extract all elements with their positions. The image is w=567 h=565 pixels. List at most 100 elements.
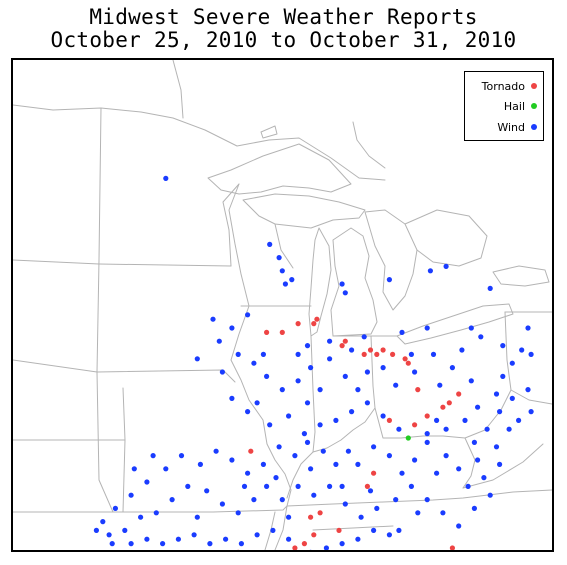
- tornado-report-marker: [380, 347, 386, 353]
- wind-report-marker: [270, 527, 276, 533]
- wind-report-marker: [286, 536, 292, 542]
- title-block: Midwest Severe Weather Reports October 2…: [0, 6, 567, 52]
- west-virginia: [510, 389, 552, 405]
- tornado-report-marker: [311, 532, 317, 538]
- wind-report-marker: [396, 426, 402, 432]
- wind-report-marker: [364, 400, 370, 406]
- ohio-river: [286, 389, 512, 499]
- wind-report-marker: [185, 483, 191, 489]
- wind-report-marker: [213, 448, 219, 454]
- wind-report-marker: [267, 241, 273, 247]
- wind-report-marker: [364, 369, 370, 375]
- tornado-report-marker: [449, 545, 455, 550]
- wind-report-marker: [320, 448, 326, 454]
- wind-report-marker: [487, 285, 493, 291]
- wind-report-marker: [412, 457, 418, 463]
- wind-report-marker: [355, 387, 361, 393]
- wind-report-marker: [219, 369, 225, 375]
- wind-report-marker: [509, 360, 515, 366]
- wind-report-marker: [93, 527, 99, 533]
- tornado-report-marker: [446, 400, 452, 406]
- tornado-report-marker: [402, 356, 408, 362]
- report-markers: [93, 175, 534, 550]
- wind-report-marker: [260, 461, 266, 467]
- lake-huron: [364, 209, 418, 311]
- wind-report-marker: [204, 488, 210, 494]
- wind-report-marker: [500, 373, 506, 379]
- wind-report-marker: [207, 541, 213, 547]
- wind-report-marker: [245, 409, 251, 415]
- wind-report-marker: [163, 466, 169, 472]
- tornado-report-marker: [248, 448, 254, 454]
- wind-report-marker: [279, 387, 285, 393]
- wind-report-marker: [380, 413, 386, 419]
- wind-report-marker: [468, 325, 474, 331]
- wind-report-marker: [289, 277, 295, 283]
- wind-report-marker: [443, 453, 449, 459]
- iowa-missouri: [96, 369, 236, 383]
- tornado-report-marker: [361, 351, 367, 357]
- wind-report-marker: [122, 527, 128, 533]
- lake-ontario: [492, 265, 550, 287]
- legend-box: Tornado Hail Wind: [464, 71, 544, 141]
- wind-report-marker: [342, 501, 348, 507]
- wind-report-marker: [361, 334, 367, 340]
- wind-report-marker: [128, 492, 134, 498]
- tornado-report-marker: [412, 422, 418, 428]
- wind-report-marker: [367, 488, 374, 494]
- tornado-report-marker: [264, 329, 270, 335]
- tornado-report-marker: [364, 483, 370, 489]
- wv-kentucky: [462, 437, 476, 489]
- wind-report-marker: [241, 483, 248, 489]
- wind-report-marker: [380, 365, 386, 371]
- wind-report-marker: [276, 255, 282, 261]
- wind-report-marker: [349, 347, 355, 353]
- wind-report-marker: [449, 365, 455, 371]
- wind-report-marker: [484, 426, 490, 432]
- wind-report-marker: [471, 505, 477, 511]
- wisconsin-michigan: [274, 223, 294, 269]
- tornado-report-marker: [440, 404, 446, 410]
- wind-report-marker: [286, 413, 292, 419]
- wind-report-marker: [317, 387, 323, 393]
- wind-report-marker: [229, 395, 235, 401]
- wind-report-marker: [399, 329, 405, 335]
- wind-report-marker: [327, 356, 333, 362]
- wind-report-marker: [456, 466, 462, 472]
- wind-report-marker: [144, 479, 150, 485]
- tornado-report-marker: [279, 329, 285, 335]
- wind-report-marker: [197, 461, 203, 467]
- wind-report-marker: [333, 417, 339, 423]
- wind-report-marker: [408, 351, 414, 357]
- wind-report-marker: [393, 382, 399, 388]
- wind-report-marker: [386, 532, 392, 538]
- wind-report-marker: [112, 505, 118, 511]
- illinois-indiana: [310, 335, 316, 453]
- wind-report-marker: [525, 325, 531, 331]
- wind-report-marker: [323, 545, 329, 550]
- wind-report-marker: [295, 483, 301, 489]
- isle-royale: [260, 125, 278, 139]
- wind-report-marker: [500, 343, 506, 349]
- wind-report-marker: [194, 514, 200, 520]
- wind-report-marker: [210, 316, 216, 322]
- upper-peninsula: [242, 193, 366, 229]
- wind-report-marker: [150, 453, 156, 459]
- wind-report-marker: [251, 360, 257, 366]
- virginia-line: [462, 443, 544, 489]
- legend-dot-hail: [531, 103, 537, 109]
- indiana-ohio: [370, 335, 376, 409]
- tornado-report-marker: [424, 413, 430, 419]
- wind-report-marker: [273, 475, 279, 481]
- wind-report-marker: [264, 373, 270, 379]
- dakota-line: [96, 107, 114, 513]
- tornado-report-marker: [295, 321, 301, 327]
- wind-report-marker: [528, 351, 534, 357]
- wind-report-marker: [342, 373, 348, 379]
- wind-report-marker: [424, 439, 430, 445]
- wind-report-marker: [471, 439, 477, 445]
- tornado-report-marker: [371, 470, 377, 476]
- wind-report-marker: [144, 536, 150, 542]
- wind-report-marker: [219, 501, 225, 507]
- wind-report-marker: [251, 497, 257, 503]
